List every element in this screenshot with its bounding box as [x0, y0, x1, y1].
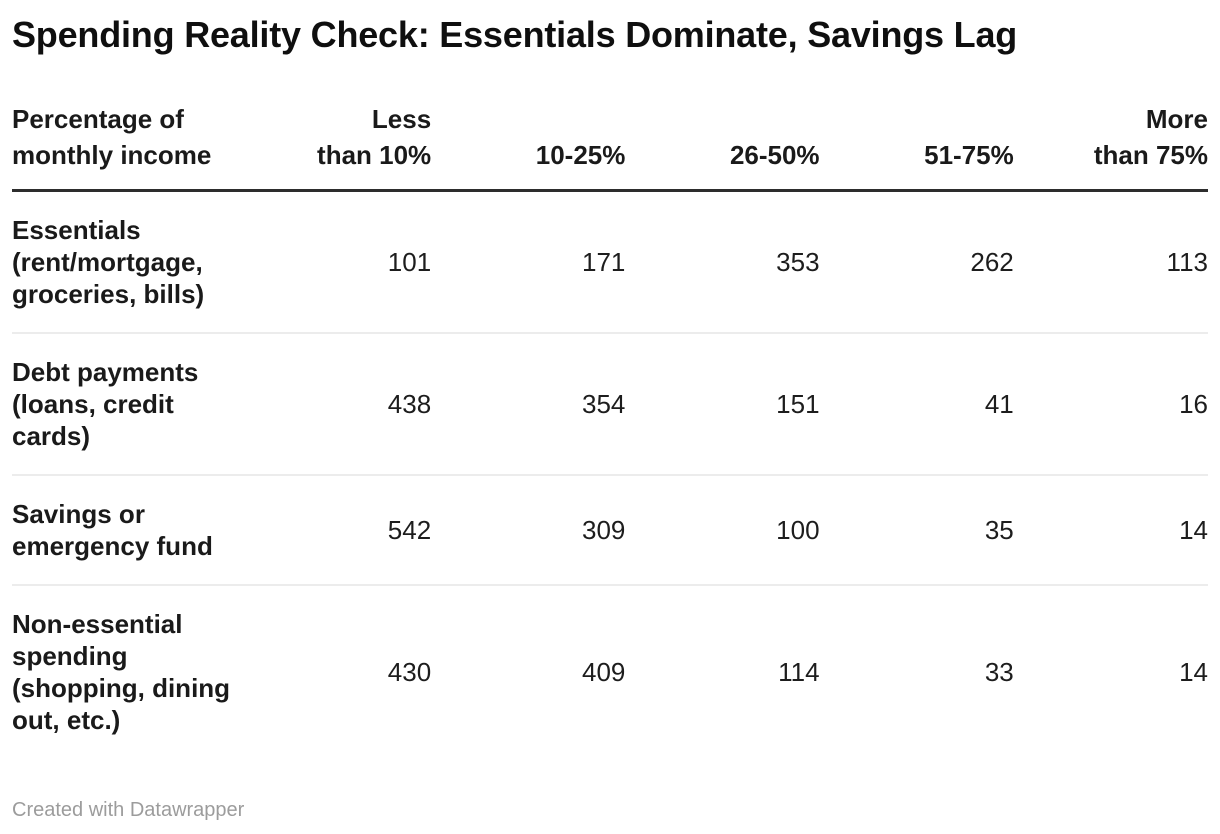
table-row: Non-essential spending (shopping, dining…: [12, 584, 1208, 758]
column-header: 51-75%: [819, 101, 1014, 192]
column-header-row-label: Percentage of monthly income: [12, 101, 237, 192]
cell-value: 33: [819, 584, 1014, 758]
cell-value: 113: [1166, 247, 1208, 277]
cell-value: 14: [1013, 474, 1208, 585]
table-body: Essentials (rent/mortgage, groceries, bi…: [12, 191, 1208, 758]
column-header: 10-25%: [431, 101, 626, 192]
row-label: Debt payments (loans, credit cards): [12, 332, 237, 475]
cell-value: 35: [819, 474, 1014, 585]
cell-value: 100: [625, 474, 820, 585]
cell-value: 151: [625, 332, 820, 475]
data-table: Percentage of monthly income Less than 1…: [12, 101, 1208, 758]
table-header-row: Percentage of monthly income Less than 1…: [12, 101, 1208, 192]
row-label: Savings or emergency fund: [12, 474, 237, 585]
cell-value: 430: [237, 584, 432, 758]
column-header: 26-50%: [625, 101, 820, 192]
table-row: Essentials (rent/mortgage, groceries, bi…: [12, 191, 1208, 334]
table-row: Savings or emergency fund 542 309 100 35 14: [12, 474, 1208, 585]
cell-value: 542: [237, 474, 432, 585]
column-header: More than 75%: [1013, 101, 1208, 192]
cell-value: 354: [431, 332, 626, 475]
datawrapper-attribution[interactable]: Created with Datawrapper: [12, 799, 245, 821]
cell-value: 14: [1013, 584, 1208, 758]
cell-value: 409: [431, 584, 626, 758]
cell-value: 262: [970, 247, 1014, 277]
cell-value: 41: [819, 332, 1014, 475]
cell-value: 101: [387, 247, 432, 277]
cell-value: 353: [776, 247, 820, 277]
cell-value: 309: [431, 474, 626, 585]
cell-value: 438: [237, 332, 432, 475]
cell-value: 16: [1013, 332, 1208, 475]
row-label: Non-essential spending (shopping, dining…: [12, 584, 237, 758]
chart-title: Spending Reality Check: Essentials Domin…: [12, 14, 1018, 55]
row-label: Essentials (rent/mortgage, groceries, bi…: [12, 215, 205, 309]
table-row: Debt payments (loans, credit cards) 438 35…: [12, 332, 1208, 475]
cell-value: 171: [581, 247, 626, 277]
cell-value: 114: [625, 584, 820, 758]
column-header: Less than 10%: [237, 101, 432, 192]
